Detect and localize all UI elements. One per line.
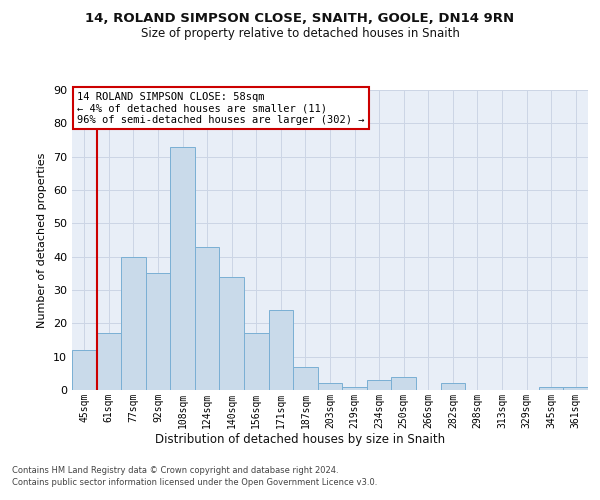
Bar [146, 274, 170, 390]
Text: Contains HM Land Registry data © Crown copyright and database right 2024.: Contains HM Land Registry data © Crown c… [12, 466, 338, 475]
Bar [269, 310, 293, 390]
Bar [195, 246, 220, 390]
Bar [440, 384, 465, 390]
Bar [121, 256, 146, 390]
Bar [367, 380, 391, 390]
Bar [391, 376, 416, 390]
Bar [97, 334, 121, 390]
Bar [72, 350, 97, 390]
Y-axis label: Number of detached properties: Number of detached properties [37, 152, 47, 328]
Bar [244, 334, 269, 390]
Bar [170, 146, 195, 390]
Bar [220, 276, 244, 390]
Bar [342, 386, 367, 390]
Bar [539, 386, 563, 390]
Bar [318, 384, 342, 390]
Text: 14 ROLAND SIMPSON CLOSE: 58sqm
← 4% of detached houses are smaller (11)
96% of s: 14 ROLAND SIMPSON CLOSE: 58sqm ← 4% of d… [77, 92, 365, 124]
Bar [293, 366, 318, 390]
Text: Size of property relative to detached houses in Snaith: Size of property relative to detached ho… [140, 28, 460, 40]
Text: Contains public sector information licensed under the Open Government Licence v3: Contains public sector information licen… [12, 478, 377, 487]
Bar [563, 386, 588, 390]
Text: Distribution of detached houses by size in Snaith: Distribution of detached houses by size … [155, 432, 445, 446]
Text: 14, ROLAND SIMPSON CLOSE, SNAITH, GOOLE, DN14 9RN: 14, ROLAND SIMPSON CLOSE, SNAITH, GOOLE,… [85, 12, 515, 26]
